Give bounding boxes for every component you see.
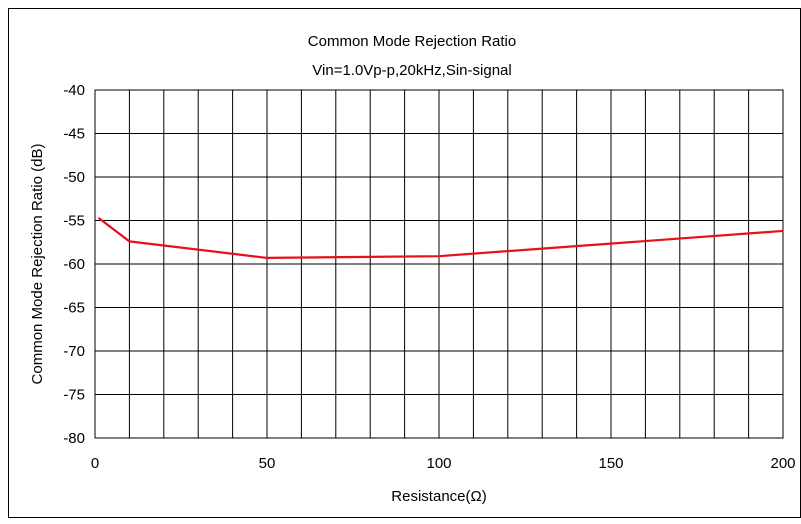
y-tick-label: -65 — [63, 300, 85, 317]
x-tick-label: 100 — [426, 455, 451, 472]
y-axis-ticks: -80 -75 -70 -65 -60 -55 -50 -45 -40 — [63, 82, 85, 447]
y-tick-label: -60 — [63, 256, 85, 273]
y-tick-label: -50 — [63, 169, 85, 186]
x-tick-label: 150 — [598, 455, 623, 472]
y-axis-title: Common Mode Rejection Ratio (dB) — [29, 144, 46, 385]
chart-title: Common Mode Rejection Ratio — [308, 33, 516, 50]
series-line — [97, 217, 784, 260]
y-tick-label: -55 — [63, 213, 85, 230]
series-layer — [97, 217, 784, 260]
y-tick-label: -75 — [63, 387, 85, 404]
x-tick-label: 0 — [91, 455, 99, 472]
x-axis-ticks: 0 50 100 150 200 — [91, 455, 796, 472]
x-tick-label: 50 — [259, 455, 276, 472]
y-tick-label: -80 — [63, 430, 85, 447]
y-tick-label: -70 — [63, 343, 85, 360]
chart-subtitle: Vin=1.0Vp-p,20kHz,Sin-signal — [312, 62, 511, 79]
grid-lines — [94, 89, 784, 439]
x-tick-label: 200 — [770, 455, 795, 472]
y-tick-label: -40 — [63, 82, 85, 99]
plot-area-border — [94, 89, 784, 439]
y-tick-label: -45 — [63, 126, 85, 143]
x-axis-title: Resistance(Ω) — [391, 488, 486, 505]
